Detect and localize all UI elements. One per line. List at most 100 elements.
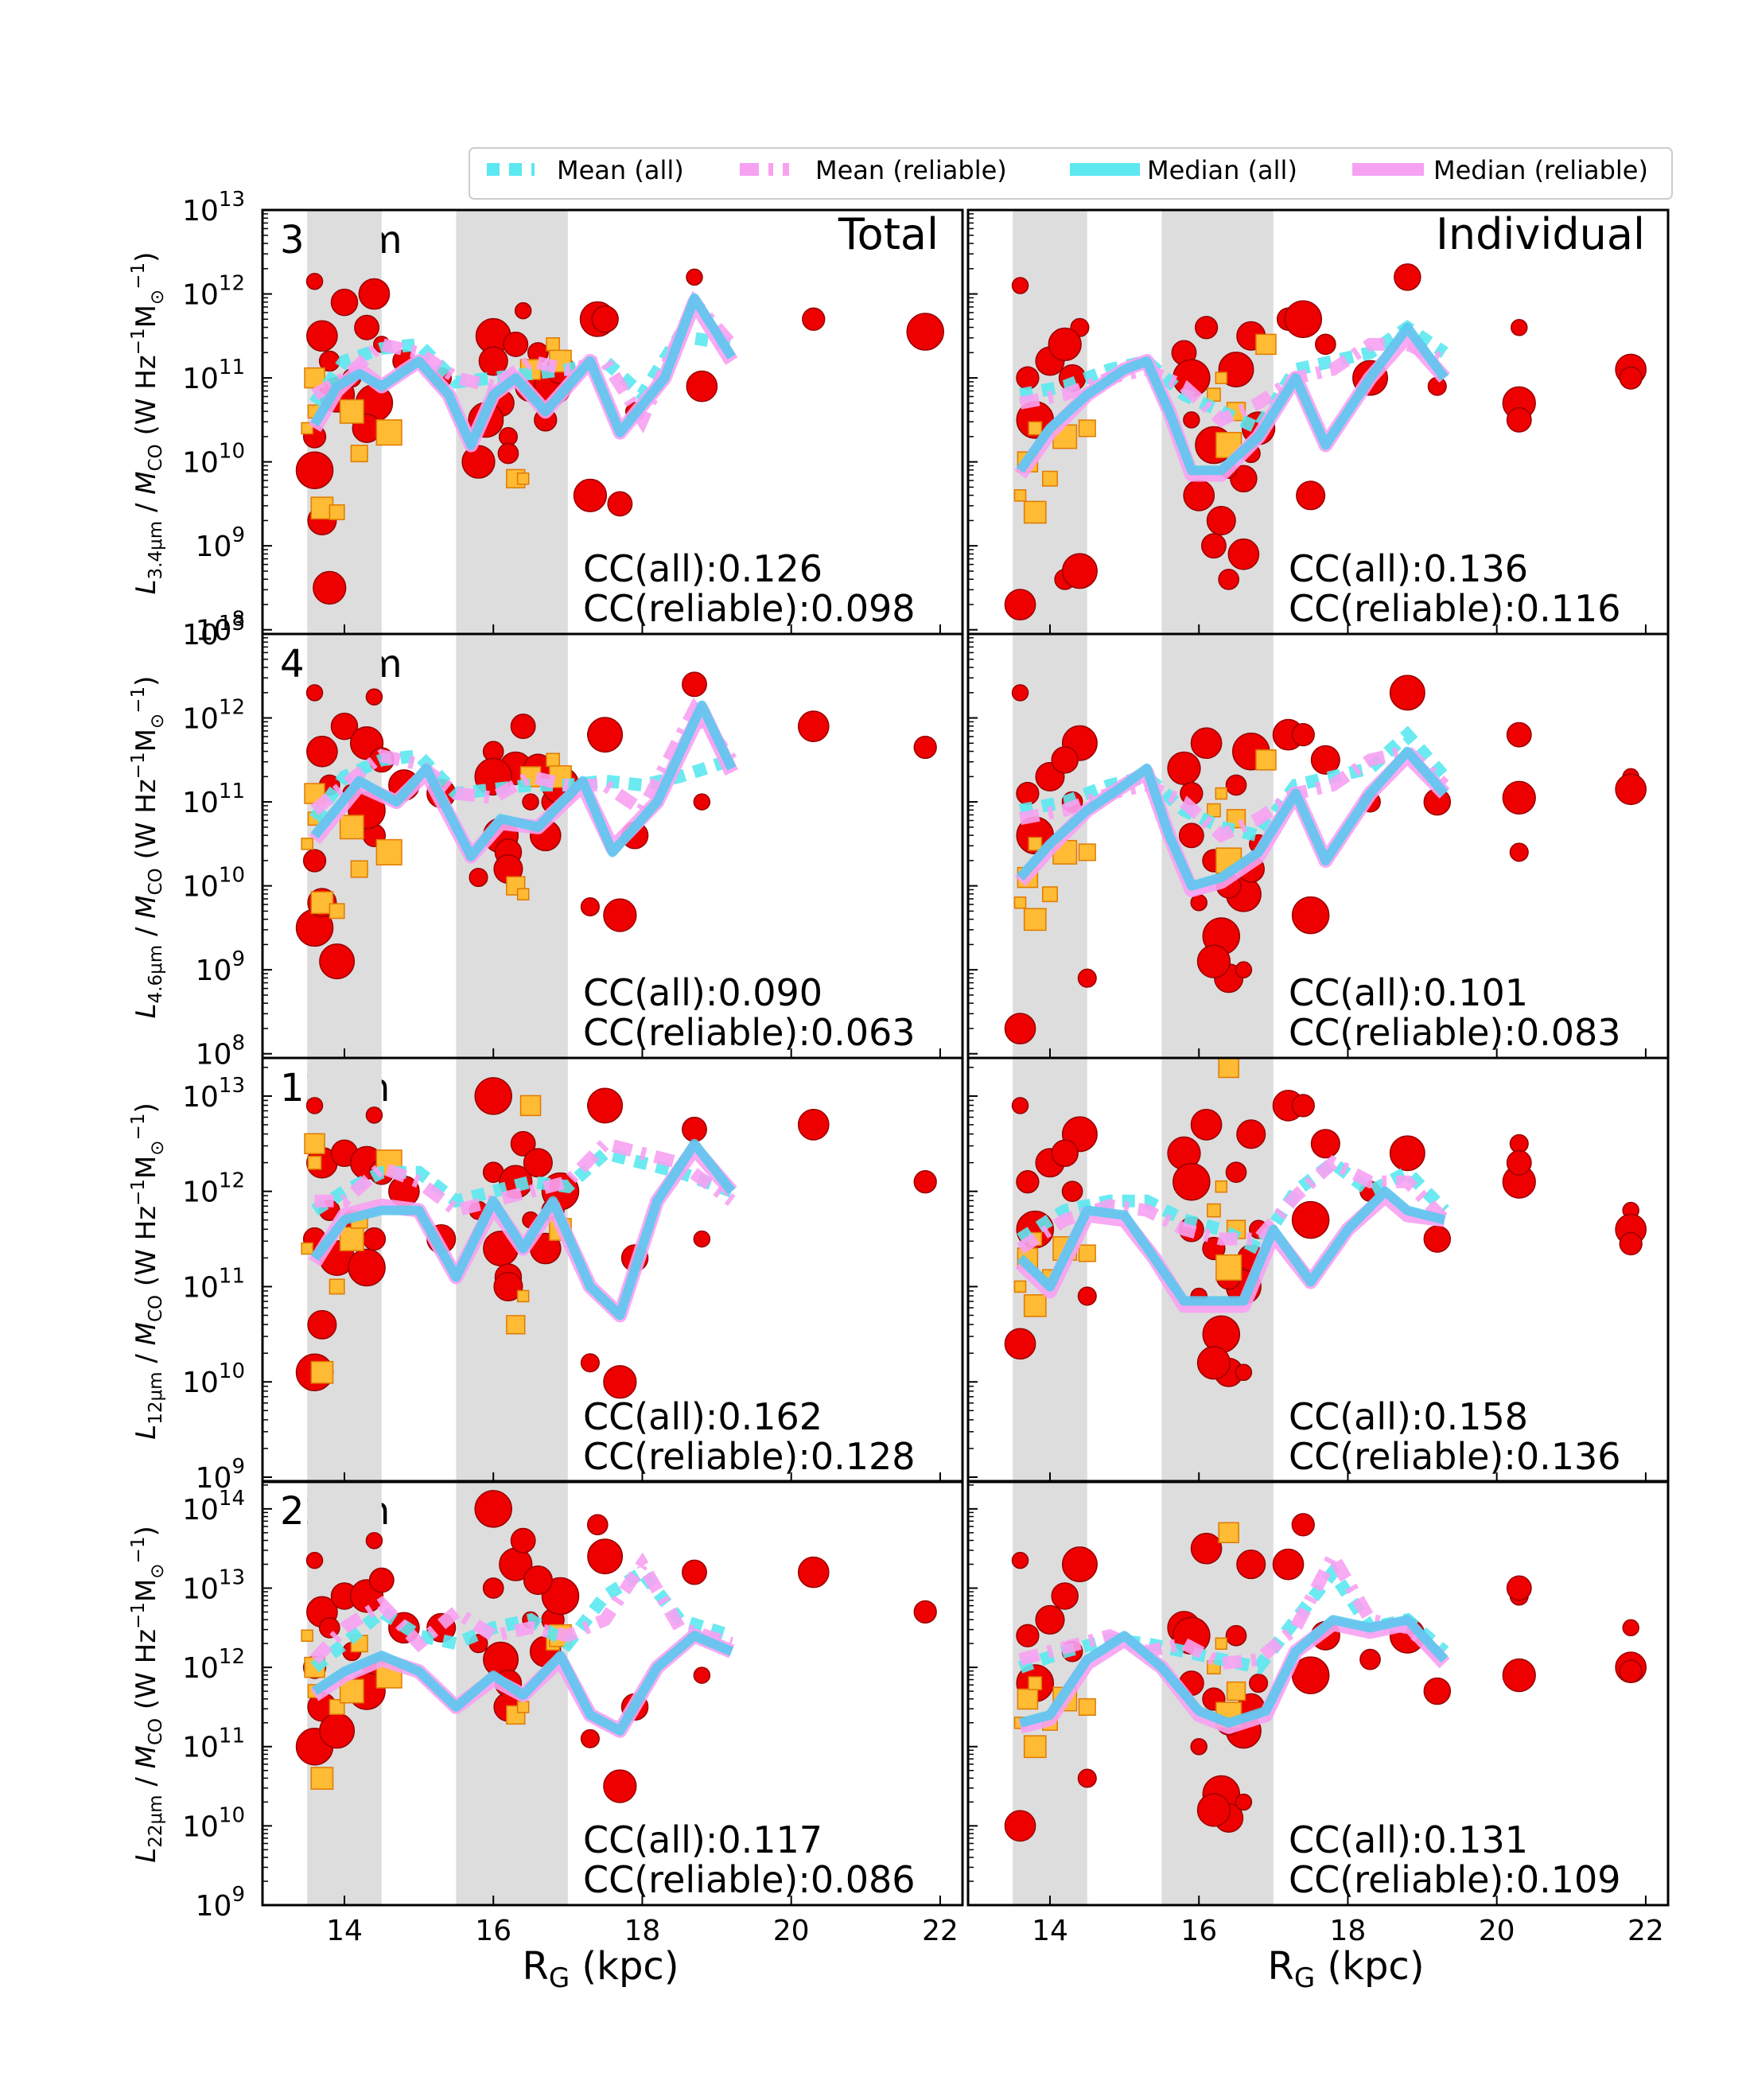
data-point-all [1061,1180,1083,1203]
cc-all-r2-individual: CC(all):0.101 [1289,971,1528,1014]
data-point-reliable [519,1095,542,1117]
data-point-all [1183,480,1215,511]
data-point-all [514,301,532,320]
data-point-all [306,735,338,768]
mean-reliable-line [1019,337,1448,428]
data-point-all [686,370,718,402]
data-point-reliable [1042,470,1058,487]
cc-all-r4-individual: CC(all):0.131 [1289,1818,1528,1861]
legend: Mean (all) Mean (reliable) Median (all) … [469,147,1673,200]
median-all-line [1018,1615,1449,1728]
data-point-all [365,1531,383,1550]
data-point-all [1051,1582,1079,1610]
data-point-all [368,1567,395,1593]
data-point-all [1016,1170,1040,1194]
data-point-all [573,478,608,513]
data-point-all [1291,1513,1315,1537]
data-point-all [580,896,600,917]
data-point-all [1502,780,1536,815]
data-point-all [1016,1624,1040,1647]
data-point-all [580,1729,600,1748]
data-point-all [682,1559,707,1585]
x-tick-label: 14 [1032,1915,1068,1947]
data-point-reliable [1215,371,1228,384]
data-point-all [510,1130,536,1157]
data-point-all [482,1577,504,1599]
cc-reliable-r1-total: CC(reliable):0.098 [583,587,916,630]
data-point-reliable [1023,500,1047,524]
data-point-reliable [1215,1254,1242,1281]
y-tick-label: 109 [196,947,245,987]
data-point-reliable [516,472,530,485]
data-point-all [1615,773,1647,806]
data-point-all [1619,1659,1643,1683]
data-point-all [1190,1532,1223,1565]
data-point-all [1389,1135,1425,1172]
median-all-line [310,1138,736,1320]
data-point-reliable [1013,1280,1027,1293]
data-point-all [1359,1648,1381,1670]
data-point-all [686,268,703,286]
data-point-reliable [307,1155,322,1170]
data-point-reliable [1078,419,1096,438]
cc-all-r1-total: CC(all):0.126 [583,547,822,590]
data-point-all [1004,1013,1036,1044]
data-point-reliable [516,1701,530,1713]
data-point-all [586,1514,609,1536]
data-point-reliable [516,888,530,900]
data-point-all [1194,316,1219,340]
data-point-reliable [339,399,364,424]
data-point-all [503,331,529,357]
data-point-all [797,710,830,742]
data-point-all [1035,1604,1065,1635]
cc-reliable-r2-total: CC(reliable):0.063 [583,1011,916,1054]
y-tick-label: 1010 [182,1803,245,1843]
data-point-all [510,714,536,740]
data-point-reliable [1255,749,1277,771]
y-tick-label: 1011 [182,1264,245,1304]
y-tick-label: 1013 [182,1074,245,1114]
cc-reliable-r2-individual: CC(reliable):0.083 [1289,1011,1621,1054]
data-point-all [1077,1768,1097,1788]
data-point-all [603,898,637,932]
data-point-all [493,1271,523,1302]
data-point-all [1235,1363,1253,1382]
data-point-all [1509,842,1529,862]
data-point-reliable [1028,837,1043,851]
data-point-reliable [516,1289,530,1303]
data-point-reliable [310,1360,334,1384]
data-point-all [354,314,380,340]
data-point-all [1004,1810,1036,1842]
mean-reliable-line [314,1136,736,1218]
data-point-all [362,1227,387,1251]
data-point-all [682,671,707,698]
column-title-total: Total [838,209,939,259]
y-tick-label: 109 [196,1455,245,1495]
data-point-reliable [339,815,364,840]
data-point-all [603,1365,637,1399]
panel-r4-individual [1004,1481,1647,1905]
data-point-all [1206,505,1236,536]
data-point-all [1061,553,1098,589]
data-point-all [802,307,826,331]
y-tick-label: 108 [196,1032,245,1071]
data-point-all [474,1490,512,1528]
data-point-all [1218,352,1254,387]
data-point-all [1227,538,1260,570]
data-point-all [1218,569,1240,590]
data-point-all [591,305,619,333]
data-point-all [1511,319,1528,336]
data-point-all [607,491,633,517]
cc-all-r4-total: CC(all):0.117 [583,1818,822,1861]
data-point-all [1291,723,1315,747]
y-tick-label: 109 [196,1883,245,1923]
data-point-all [797,1108,830,1141]
legend-entry-median-all: Median (all) [1070,155,1297,185]
data-point-all [1004,589,1036,620]
data-point-all [1236,1550,1266,1580]
data-point-all [365,1106,383,1124]
data-point-reliable [1028,421,1043,436]
data-point-all [348,1248,386,1287]
data-point-all [306,320,338,352]
x-tick-label: 14 [326,1915,363,1947]
